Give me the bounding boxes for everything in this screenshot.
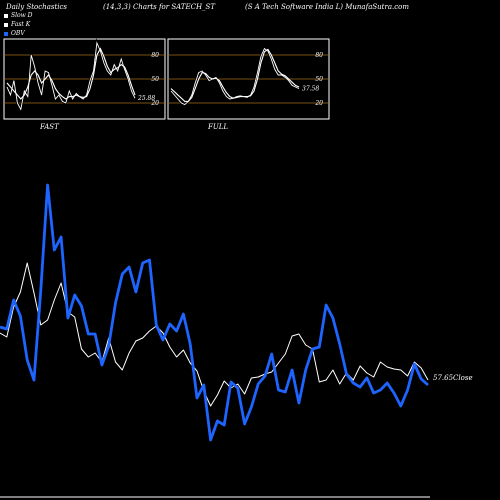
legend-item-slow-d: Slow D [4, 12, 33, 19]
legend-swatch [4, 13, 8, 18]
header-middle: (14,3,3) Charts for SATECH_ST [103, 3, 216, 11]
full-end-value-label: 37.58 [302, 86, 319, 93]
full-series-line-1 [170, 48, 300, 102]
fast-series-line-0 [6, 41, 136, 111]
legend-swatch [4, 31, 8, 36]
legend-label: OBV [11, 30, 25, 37]
header-left: Daily Stochastics [6, 3, 68, 11]
header-right: (S A Tech Software India L) MunafaSutra.… [245, 3, 409, 11]
fast-series-line-1 [6, 47, 136, 100]
legend-item-fast-k: Fast K [4, 21, 30, 28]
full-stochastic-panel: FULL 80 50 20 37.58 [167, 38, 330, 131]
fast-end-value-label: 25.88 [137, 95, 155, 102]
full-ytick-label: 80 [315, 52, 323, 59]
close-line [0, 262, 429, 407]
full-panel-title: FULL [207, 123, 228, 131]
fast-ytick-label: 20 [150, 100, 159, 107]
fast-panel-title: FAST [39, 123, 60, 131]
fast-ytick-label: 50 [151, 76, 159, 83]
fast-ytick-label: 80 [151, 52, 159, 59]
legend-label: Fast K [11, 21, 31, 28]
full-ytick-label: 50 [315, 76, 323, 83]
close-value-label: 57.65Close [433, 374, 473, 382]
full-ytick-label: 20 [314, 100, 323, 107]
legend-swatch [4, 22, 8, 27]
main-price-obv-chart: 57.65Close [0, 183, 473, 498]
obv-line [0, 183, 429, 442]
legend-item-obv: OBV [4, 30, 25, 37]
legend-label: Slow D [11, 12, 33, 19]
